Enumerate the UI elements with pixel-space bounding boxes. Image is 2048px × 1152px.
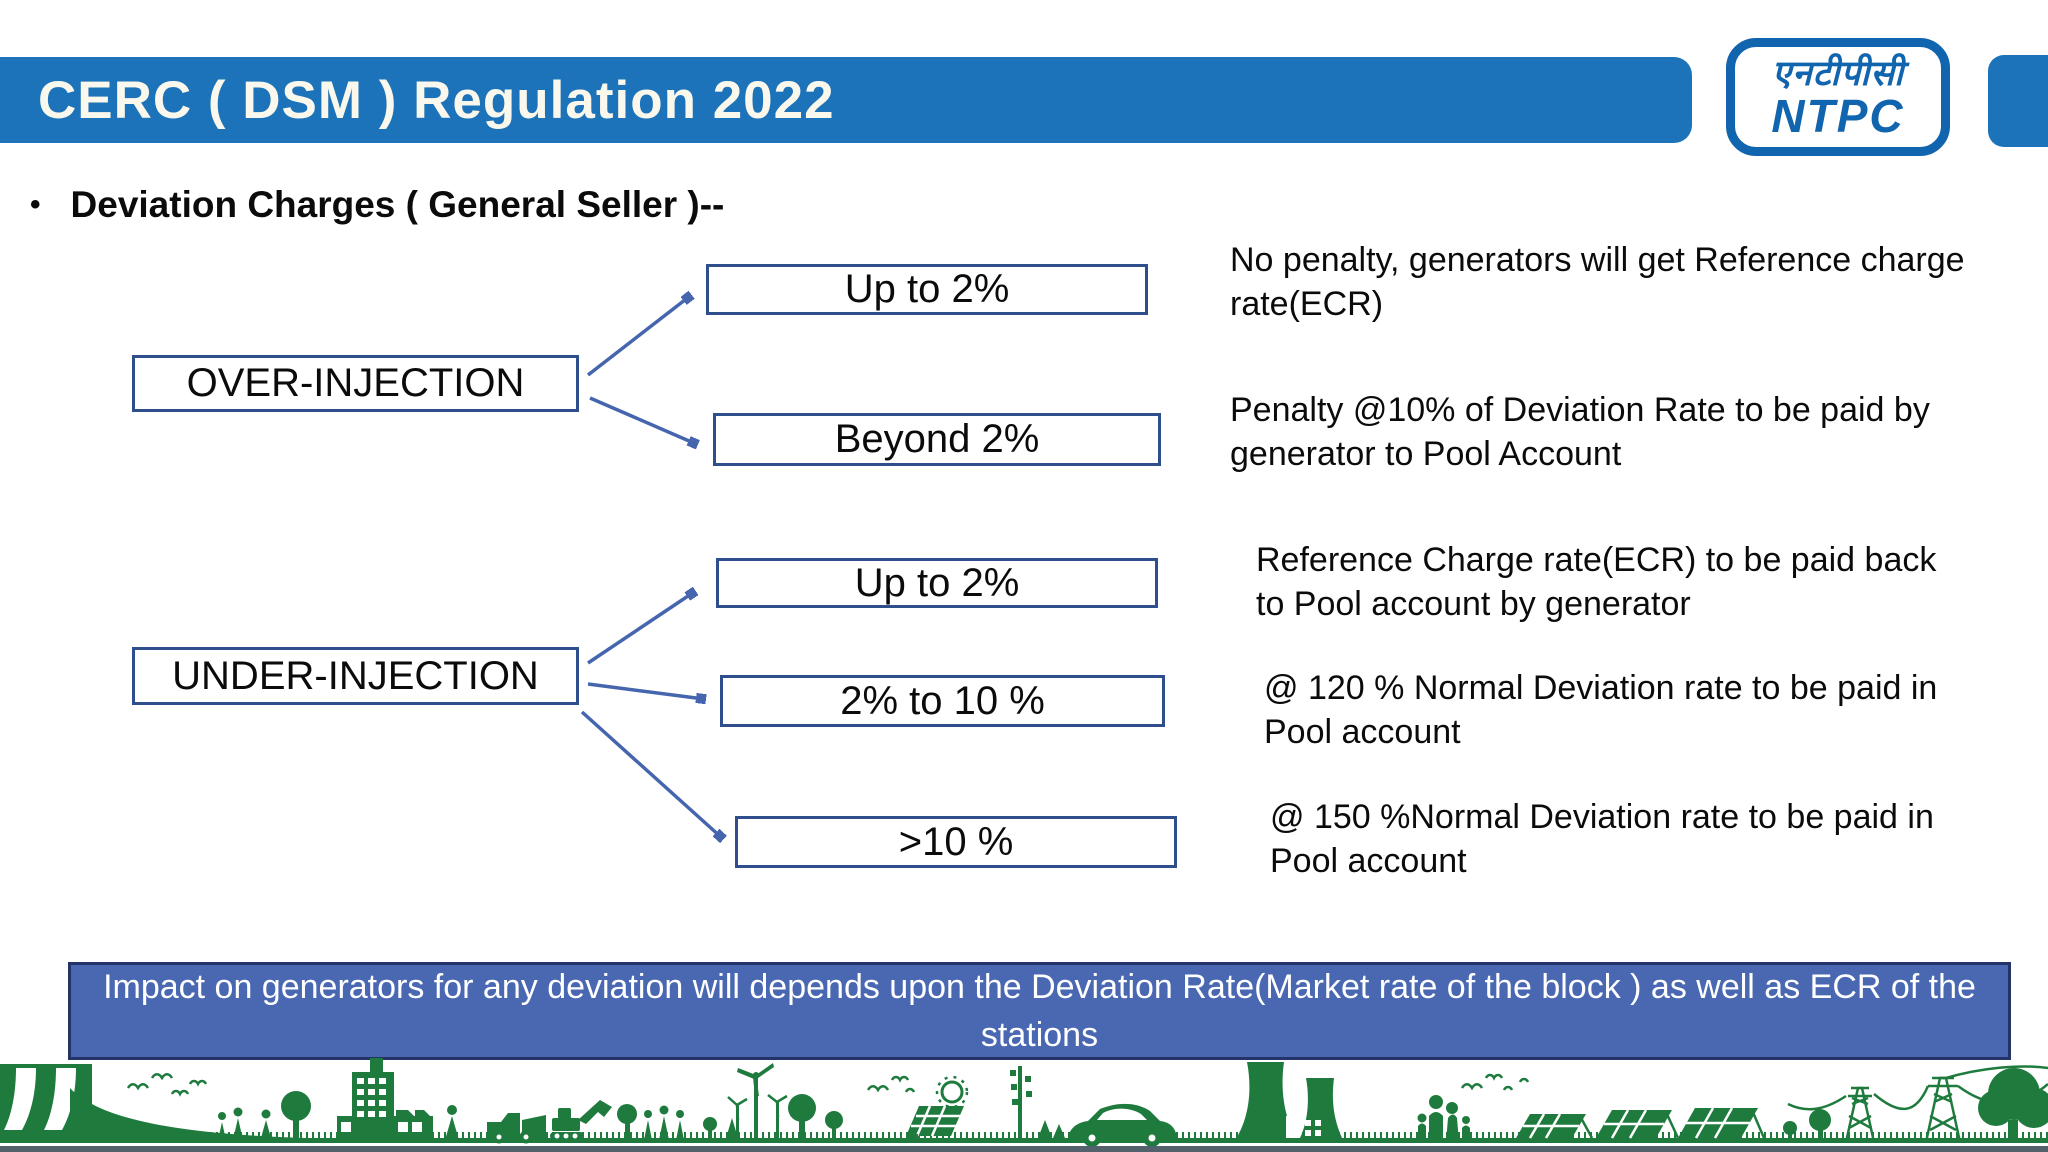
factory-icon: [337, 1058, 433, 1138]
birds-icon: [1460, 1073, 1530, 1091]
tree-icon: [1978, 1068, 2048, 1142]
branch-label: Up to 2%: [844, 267, 1010, 311]
branch-box-under-gt-10: >10 %: [735, 816, 1177, 868]
tree-icon: [1783, 1109, 1831, 1139]
bottom-strip: [0, 1146, 2048, 1152]
excavator-icon: [550, 1100, 612, 1140]
ntpc-logo-latin-text: NTPC: [1771, 89, 1905, 142]
branch-label: Beyond 2%: [834, 417, 1040, 461]
solar-array-icon: [1678, 1107, 1766, 1139]
arrow-under-to-up2: [587, 592, 694, 665]
tree-icon: [281, 1091, 311, 1138]
arrow-under-to-2to10: [587, 682, 704, 699]
people-icon: [218, 1107, 271, 1140]
person-icon: [445, 1105, 459, 1140]
slide-title: CERC ( DSM ) Regulation 2022: [38, 70, 835, 130]
outcome-ecr-payback: Reference Charge rate(ECR) to be paid ba…: [1256, 541, 1937, 623]
cooling-towers-icon: [1234, 1062, 1344, 1142]
tree-icon: [788, 1094, 843, 1138]
branch-box-over-beyond-2: Beyond 2%: [713, 413, 1161, 466]
header-right-tab: [1988, 55, 2048, 147]
ntpc-logo-hindi-text: एनटीपीसी: [1771, 53, 1905, 93]
header-bar: CERC ( DSM ) Regulation 2022: [0, 57, 1692, 143]
bullet-icon: •: [30, 188, 41, 221]
outcome-120pct: @ 120 % Normal Deviation rate to be paid…: [1264, 669, 1938, 751]
heading-text: Deviation Charges ( General Seller )--: [70, 184, 725, 225]
under-injection-box: UNDER-INJECTION: [132, 647, 579, 705]
birds-icon: [866, 1075, 916, 1093]
people-icon: [644, 1105, 684, 1140]
transmission-tower-icon: [1787, 1065, 2048, 1143]
impact-banner: Impact on generators for any deviation w…: [68, 962, 2011, 1060]
wind-turbine-icon: [727, 1063, 788, 1138]
over-injection-box: OVER-INJECTION: [132, 355, 579, 412]
outcome-150pct: @ 150 %Normal Deviation rate to be paid …: [1270, 798, 1934, 880]
birds-icon: [126, 1073, 208, 1097]
dam-icon: [0, 1064, 305, 1138]
branch-box-under-2-to-10: 2% to 10 %: [720, 675, 1165, 727]
pine-icon: [1038, 1120, 1065, 1138]
tree-icon: [617, 1104, 637, 1138]
car-icon: [1068, 1103, 1177, 1146]
ground-strip: [0, 1138, 2048, 1143]
branch-label: >10 %: [898, 819, 1014, 864]
branch-box-under-up-to-2: Up to 2%: [716, 558, 1158, 608]
solar-panel-icon: [906, 1075, 969, 1139]
arrow-over-to-beyond2: [589, 396, 696, 444]
shrub-icon: [703, 1117, 738, 1138]
footer-illustration: [0, 1058, 2048, 1146]
solar-array-icon: [1596, 1109, 1680, 1139]
branch-box-over-up-to-2: Up to 2%: [706, 264, 1148, 315]
branch-label: 2% to 10 %: [840, 678, 1045, 723]
family-icon: [1417, 1095, 1470, 1142]
outcome-no-penalty: No penalty, generators will get Referenc…: [1230, 241, 1965, 323]
pole-icon: [1010, 1066, 1032, 1138]
outcome-penalty-10pct: Penalty @10% of Deviation Rate to be pai…: [1230, 391, 1930, 473]
truck-icon: [487, 1113, 546, 1144]
under-injection-label: UNDER-INJECTION: [172, 653, 539, 698]
over-injection-label: OVER-INJECTION: [186, 361, 525, 405]
slide-heading: • Deviation Charges ( General Seller )--: [30, 184, 724, 226]
arrow-under-to-gt10: [580, 710, 722, 838]
arrow-over-to-up2: [586, 296, 690, 377]
solar-array-icon: [1516, 1113, 1594, 1139]
ntpc-logo: एनटीपीसी NTPC: [1726, 38, 1950, 156]
branch-label: Up to 2%: [854, 560, 1020, 605]
